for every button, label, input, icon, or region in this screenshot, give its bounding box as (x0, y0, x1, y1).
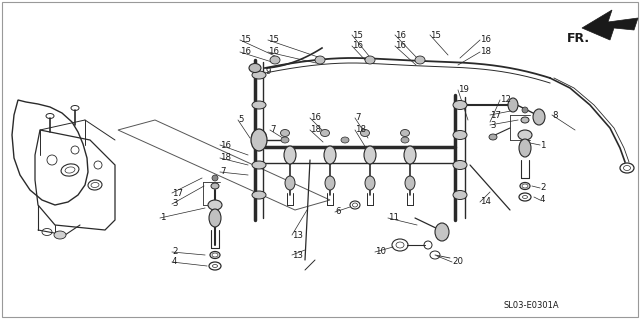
Ellipse shape (252, 191, 266, 199)
Text: 19: 19 (458, 85, 469, 94)
Text: 13: 13 (292, 250, 303, 259)
Text: 7: 7 (220, 167, 225, 176)
Ellipse shape (324, 146, 336, 164)
Ellipse shape (321, 130, 330, 137)
Ellipse shape (489, 134, 497, 140)
Text: 15: 15 (268, 35, 279, 44)
Ellipse shape (209, 209, 221, 227)
Ellipse shape (251, 129, 267, 151)
Text: 18: 18 (220, 153, 231, 162)
Ellipse shape (453, 190, 467, 199)
Text: 18: 18 (355, 125, 366, 135)
Text: 4: 4 (540, 196, 545, 204)
Ellipse shape (453, 100, 467, 109)
Ellipse shape (415, 56, 425, 64)
Ellipse shape (405, 176, 415, 190)
Ellipse shape (252, 71, 266, 79)
Text: 3: 3 (490, 121, 495, 130)
Text: 17: 17 (490, 110, 501, 120)
Text: 18: 18 (310, 125, 321, 135)
Ellipse shape (435, 223, 449, 241)
Ellipse shape (401, 137, 409, 143)
Ellipse shape (252, 131, 266, 139)
Text: 14: 14 (480, 197, 491, 206)
Ellipse shape (280, 130, 289, 137)
Ellipse shape (341, 137, 349, 143)
Text: 16: 16 (352, 41, 363, 50)
Ellipse shape (325, 176, 335, 190)
Ellipse shape (404, 146, 416, 164)
Ellipse shape (360, 130, 369, 137)
Ellipse shape (401, 130, 410, 137)
Text: 18: 18 (480, 48, 491, 56)
Ellipse shape (211, 183, 219, 189)
Ellipse shape (365, 56, 375, 64)
Text: 20: 20 (452, 257, 463, 266)
Text: 16: 16 (310, 114, 321, 122)
Text: 1: 1 (540, 140, 545, 150)
Text: SL03-E0301A: SL03-E0301A (504, 300, 559, 309)
Ellipse shape (54, 231, 66, 239)
Text: 15: 15 (240, 35, 251, 44)
Ellipse shape (270, 56, 280, 64)
Text: 6: 6 (335, 207, 340, 217)
Text: 16: 16 (395, 41, 406, 50)
Ellipse shape (453, 130, 467, 139)
Ellipse shape (453, 160, 467, 169)
Circle shape (212, 175, 218, 181)
Ellipse shape (533, 109, 545, 125)
Text: 5: 5 (238, 115, 243, 124)
Text: 11: 11 (388, 213, 399, 222)
Text: 10: 10 (375, 248, 386, 256)
Text: 1: 1 (160, 213, 166, 222)
Ellipse shape (281, 137, 289, 143)
Text: 16: 16 (480, 35, 491, 44)
Text: 2: 2 (172, 248, 177, 256)
Ellipse shape (252, 161, 266, 169)
Text: 3: 3 (172, 199, 177, 209)
Ellipse shape (508, 98, 518, 112)
Text: 9: 9 (265, 68, 270, 77)
Text: 17: 17 (172, 189, 183, 197)
Text: FR.: FR. (567, 32, 590, 44)
Ellipse shape (518, 130, 532, 140)
Circle shape (522, 107, 528, 113)
Text: 2: 2 (540, 183, 545, 192)
Ellipse shape (252, 101, 266, 109)
Text: 7: 7 (270, 125, 275, 135)
Text: 16: 16 (268, 48, 279, 56)
Ellipse shape (364, 146, 376, 164)
Ellipse shape (285, 176, 295, 190)
Ellipse shape (315, 56, 325, 64)
Text: 16: 16 (395, 31, 406, 40)
Text: 15: 15 (430, 31, 441, 40)
Text: 4: 4 (172, 257, 177, 266)
Text: 7: 7 (355, 114, 360, 122)
Text: 12: 12 (500, 95, 511, 105)
Text: 16: 16 (240, 48, 251, 56)
Ellipse shape (519, 139, 531, 157)
Ellipse shape (249, 63, 261, 72)
Text: 16: 16 (220, 140, 231, 150)
Ellipse shape (365, 176, 375, 190)
Ellipse shape (284, 146, 296, 164)
Ellipse shape (521, 117, 529, 123)
Ellipse shape (208, 200, 222, 210)
Text: 15: 15 (352, 31, 363, 40)
Polygon shape (582, 10, 638, 40)
Text: 13: 13 (292, 231, 303, 240)
Text: 8: 8 (552, 110, 557, 120)
